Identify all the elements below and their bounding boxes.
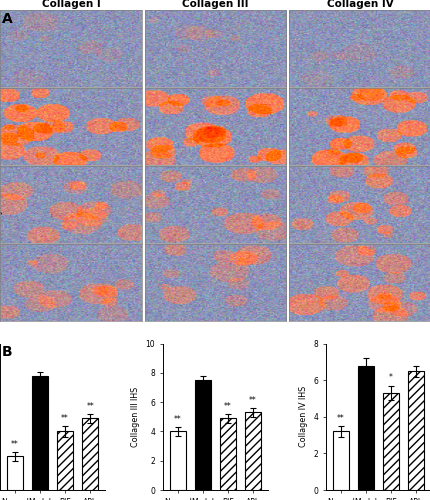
Text: B: B (2, 345, 13, 359)
Bar (407, 371, 423, 490)
Y-axis label: Collagen IV IHS: Collagen IV IHS (298, 386, 307, 448)
Text: *: * (388, 374, 392, 382)
Bar (382, 393, 398, 490)
Bar (57, 432, 73, 490)
Text: **: ** (249, 396, 256, 406)
Text: **: ** (174, 416, 181, 424)
Text: **: ** (11, 440, 19, 450)
Y-axis label: Collagen III IHS: Collagen III IHS (131, 386, 140, 447)
Bar (244, 412, 261, 490)
Title: Collagen III: Collagen III (182, 0, 248, 9)
Bar (219, 418, 236, 490)
Title: Collagen IV: Collagen IV (326, 0, 393, 9)
Text: **: ** (224, 402, 231, 411)
Text: **: ** (86, 402, 94, 411)
Y-axis label: BJF: BJF (0, 204, 2, 218)
Title: Collagen I: Collagen I (41, 0, 100, 9)
Text: **: ** (336, 414, 344, 422)
Bar (194, 380, 211, 490)
Bar (7, 456, 23, 490)
Text: A: A (2, 12, 13, 26)
Bar (82, 418, 98, 490)
Bar (169, 432, 186, 490)
Text: **: ** (61, 414, 69, 423)
Y-axis label: Model: Model (0, 126, 2, 154)
Y-axis label: APL: APL (0, 282, 2, 299)
Bar (357, 366, 373, 490)
Bar (332, 432, 348, 490)
Bar (32, 376, 48, 490)
Y-axis label: Normal: Normal (0, 48, 2, 81)
